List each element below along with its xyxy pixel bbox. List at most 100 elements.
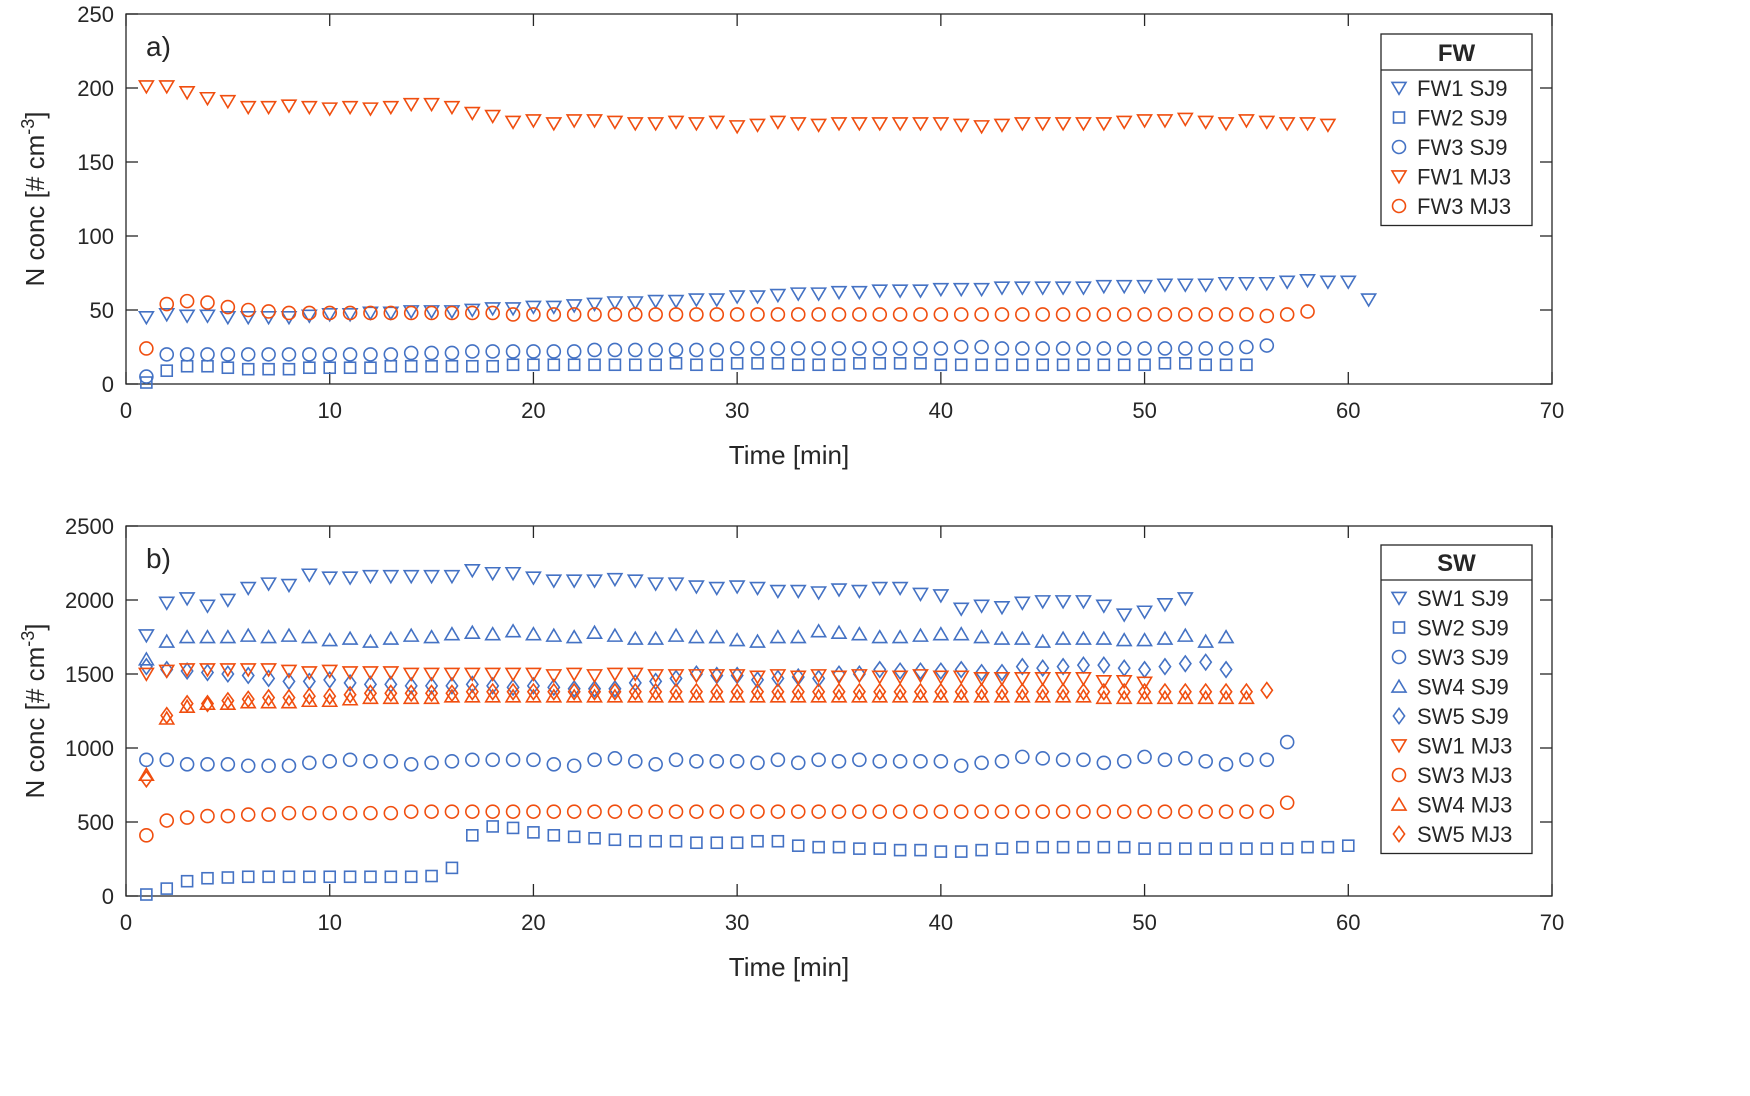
y-axis-title-main: N conc [# cm <box>20 135 50 287</box>
data-point <box>1157 752 1173 768</box>
data-point <box>688 117 705 132</box>
data-point <box>323 361 337 375</box>
data-point <box>1077 840 1090 854</box>
data-point <box>626 117 644 132</box>
data-point <box>850 117 868 132</box>
data-point <box>300 309 318 324</box>
data-point <box>933 754 949 769</box>
data-point <box>892 804 908 819</box>
data-point <box>303 870 316 884</box>
x-tick-label: 70 <box>1540 910 1564 935</box>
data-point <box>1055 341 1071 356</box>
x-tick-label: 10 <box>317 910 341 935</box>
data-point <box>221 664 235 684</box>
data-point <box>1138 358 1151 372</box>
data-point <box>139 752 154 768</box>
data-point <box>770 341 786 356</box>
data-point <box>690 358 703 372</box>
data-point <box>201 871 214 885</box>
x-axis-title: Time [min] <box>729 952 849 982</box>
data-point <box>993 281 1011 296</box>
data-point <box>811 804 826 819</box>
data-point <box>463 624 481 639</box>
data-point <box>504 667 522 682</box>
data-point <box>892 341 908 356</box>
data-point <box>341 630 359 645</box>
data-point <box>811 341 826 356</box>
x-tick-label: 60 <box>1336 910 1360 935</box>
data-point <box>667 669 685 684</box>
data-point <box>1016 840 1029 854</box>
legend-marker <box>1391 139 1407 155</box>
data-point <box>423 667 440 682</box>
data-point <box>465 682 479 701</box>
legend-marker <box>1391 767 1407 783</box>
data-point <box>627 804 643 819</box>
data-point <box>608 682 622 701</box>
data-point <box>484 109 502 124</box>
x-tick-label: 50 <box>1132 910 1156 935</box>
data-point <box>954 682 968 701</box>
data-point <box>1054 117 1072 132</box>
y-axis-title-exponent: -3 <box>18 119 38 135</box>
data-point <box>526 344 541 359</box>
data-point <box>1097 682 1111 701</box>
data-point <box>343 870 357 884</box>
y-tick-label: 250 <box>77 2 114 27</box>
data-point <box>708 581 726 597</box>
data-point <box>770 804 786 819</box>
data-point <box>934 845 948 858</box>
data-point <box>668 804 684 819</box>
data-point <box>403 345 419 361</box>
data-point <box>567 830 581 844</box>
data-point <box>1341 839 1355 852</box>
data-point <box>1156 689 1174 705</box>
data-point <box>364 870 377 884</box>
data-point <box>729 804 745 819</box>
data-point <box>525 300 542 315</box>
data-point <box>321 308 339 323</box>
data-point <box>749 670 766 685</box>
data-point <box>425 869 438 883</box>
data-point <box>975 843 988 857</box>
data-point <box>1198 804 1213 819</box>
data-point <box>444 305 460 321</box>
data-point <box>810 623 828 638</box>
data-point <box>1054 281 1072 296</box>
data-point <box>566 758 582 774</box>
data-point <box>709 754 725 769</box>
data-point <box>486 682 500 701</box>
data-point <box>750 755 765 771</box>
data-point <box>241 870 255 884</box>
data-point <box>934 682 948 701</box>
data-point <box>1096 307 1112 322</box>
data-point <box>281 758 297 774</box>
data-point <box>1339 275 1357 290</box>
data-point <box>280 578 298 594</box>
data-point <box>811 307 826 322</box>
x-tick-label: 0 <box>120 910 132 935</box>
data-point <box>137 766 155 782</box>
data-point <box>587 679 602 698</box>
data-point <box>1158 657 1172 676</box>
data-point <box>852 682 866 701</box>
data-point <box>424 345 439 361</box>
data-point <box>565 574 583 589</box>
data-point <box>1301 840 1314 854</box>
legend-marker <box>1392 706 1406 726</box>
data-point <box>363 684 378 703</box>
x-tick-label: 60 <box>1336 398 1360 423</box>
data-point <box>486 676 500 695</box>
panel-label: b) <box>146 543 171 574</box>
data-point <box>831 341 847 356</box>
data-point <box>321 102 339 117</box>
data-point <box>466 359 479 373</box>
series-fw1-mj3 <box>137 80 1337 135</box>
data-point <box>606 627 624 642</box>
data-point <box>994 804 1010 819</box>
data-point <box>873 842 887 855</box>
data-point <box>1035 804 1051 819</box>
data-point <box>994 307 1010 322</box>
data-point <box>1056 682 1070 701</box>
data-point <box>873 682 887 701</box>
